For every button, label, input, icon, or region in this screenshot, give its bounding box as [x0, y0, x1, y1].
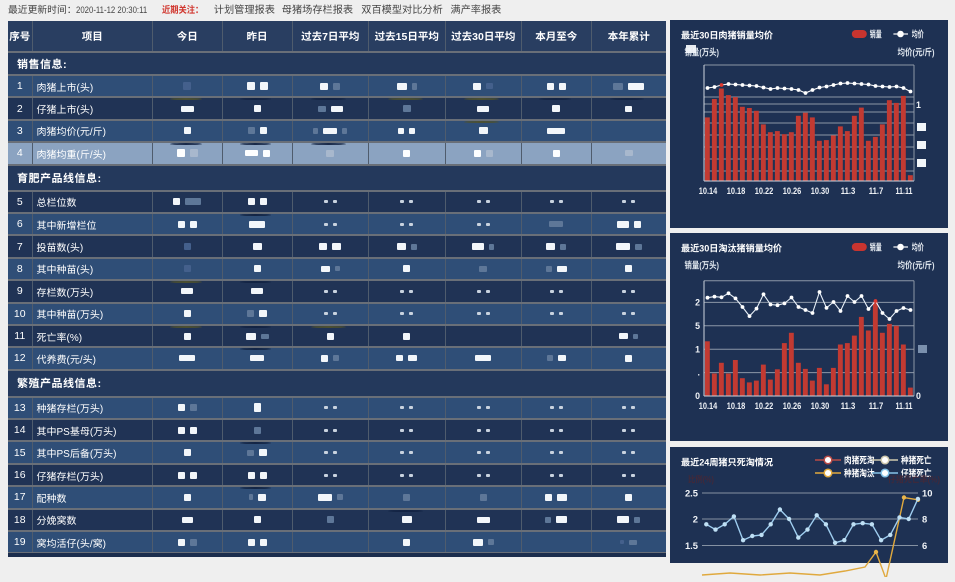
svg-text:比例(%): 比例(%) [688, 475, 714, 485]
svg-text:.: . [698, 368, 700, 378]
svg-text:种猪淘汰: 种猪淘汰 [844, 467, 875, 479]
svg-text:2: 2 [695, 298, 700, 308]
svg-text:0: 0 [695, 391, 700, 401]
svg-text:11.11: 11.11 [896, 401, 913, 412]
svg-text:10.22: 10.22 [755, 401, 774, 412]
svg-text:仔猪死亡: 仔猪死亡 [901, 467, 932, 479]
svg-text:10.14: 10.14 [699, 401, 718, 412]
svg-text:10.18: 10.18 [727, 186, 746, 197]
svg-text:10.30: 10.30 [811, 401, 830, 412]
svg-text:10.30: 10.30 [811, 186, 830, 197]
svg-text:销量(万头): 销量(万头) [685, 260, 720, 272]
svg-text:10.26: 10.26 [783, 401, 802, 412]
svg-text:10.26: 10.26 [783, 186, 802, 197]
svg-text:1: 1 [916, 100, 921, 110]
svg-text:6: 6 [922, 540, 927, 551]
svg-text:10.14: 10.14 [699, 186, 718, 197]
svg-text:均价(元/斤): 均价(元/斤) [898, 47, 935, 59]
svg-text:1.5: 1.5 [685, 540, 698, 551]
svg-text:10.22: 10.22 [755, 186, 774, 197]
svg-text:5: 5 [695, 321, 700, 331]
svg-text:10: 10 [922, 487, 932, 498]
svg-text:11.7: 11.7 [869, 186, 884, 197]
svg-text:0: 0 [916, 391, 921, 401]
svg-text:最近30日肉猪销量均价: 最近30日肉猪销量均价 [681, 30, 774, 41]
svg-text:销量: 销量 [870, 242, 882, 254]
svg-text:均价: 均价 [912, 242, 924, 254]
svg-text:10.18: 10.18 [727, 401, 746, 412]
svg-text:2: 2 [693, 513, 698, 524]
svg-text:11.3: 11.3 [841, 401, 856, 412]
svg-text:最近30日淘汰猪销量均价: 最近30日淘汰猪销量均价 [681, 243, 783, 254]
svg-text:均价: 均价 [912, 29, 924, 41]
svg-text:11.3: 11.3 [841, 186, 856, 197]
svg-text:均价(元/斤): 均价(元/斤) [898, 260, 935, 272]
svg-text:11.7: 11.7 [869, 401, 884, 412]
svg-text:种猪死亡: 种猪死亡 [901, 454, 932, 466]
svg-text:2.5: 2.5 [685, 487, 698, 498]
svg-text:肉猪死淘: 肉猪死淘 [844, 454, 875, 466]
svg-text:仔猪死亡率(%): 仔猪死亡率(%) [888, 475, 940, 485]
svg-text:最近24周猪只死淘情况: 最近24周猪只死淘情况 [681, 457, 774, 468]
svg-text:1: 1 [695, 344, 700, 354]
svg-text:销量: 销量 [870, 29, 882, 41]
svg-text:8: 8 [922, 513, 927, 524]
svg-text:11.11: 11.11 [896, 186, 913, 197]
